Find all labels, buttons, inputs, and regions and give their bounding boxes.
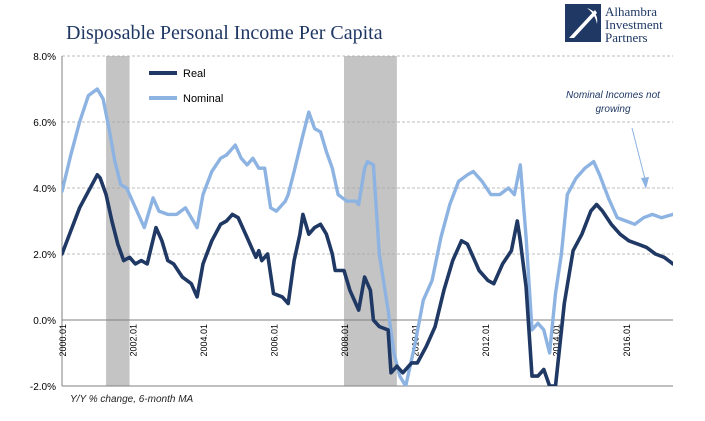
chart-note: Y/Y % change, 6-month MA <box>70 394 194 405</box>
x-tick-label: 2012.01 <box>481 324 491 357</box>
x-tick-label: 2008.01 <box>340 324 350 357</box>
y-tick-label: 2.0% <box>33 250 56 261</box>
y-tick-label: 4.0% <box>33 184 56 195</box>
annotation-text: Nominal Incomes not <box>566 90 661 101</box>
logo-mark-icon <box>565 4 601 42</box>
y-tick-label: 0.0% <box>33 316 56 327</box>
x-tick-label: 2004.01 <box>199 324 209 357</box>
x-tick-label: 2014.01 <box>552 324 562 357</box>
logo-line-2: Investment <box>605 17 663 32</box>
series-line-real <box>62 173 673 386</box>
y-tick-label: 6.0% <box>33 118 56 129</box>
logo-line-3: Partners <box>605 30 648 45</box>
y-tick-label: 8.0% <box>33 52 56 63</box>
chart-title: Disposable Personal Income Per Capita <box>66 22 383 44</box>
logo-line-1: Alhambra <box>605 4 657 19</box>
x-tick-label: 2016.01 <box>622 324 632 357</box>
annotation-arrow <box>631 127 647 184</box>
company-logo: Alhambra Investment Partners <box>565 4 700 52</box>
x-tick-label: 2006.01 <box>270 324 280 357</box>
legend-label: Real <box>183 68 206 80</box>
annotation-arrowhead <box>641 177 649 189</box>
y-tick-label: -2.0% <box>30 382 56 393</box>
x-tick-label: 2000.01 <box>58 324 68 357</box>
legend-label: Nominal <box>183 93 223 105</box>
annotation-text: growing <box>595 104 630 115</box>
series-line-nominal <box>62 87 673 386</box>
recession-band <box>106 56 130 386</box>
logo-wordmark: Alhambra Investment Partners <box>605 5 663 44</box>
x-tick-label: 2002.01 <box>129 324 139 357</box>
